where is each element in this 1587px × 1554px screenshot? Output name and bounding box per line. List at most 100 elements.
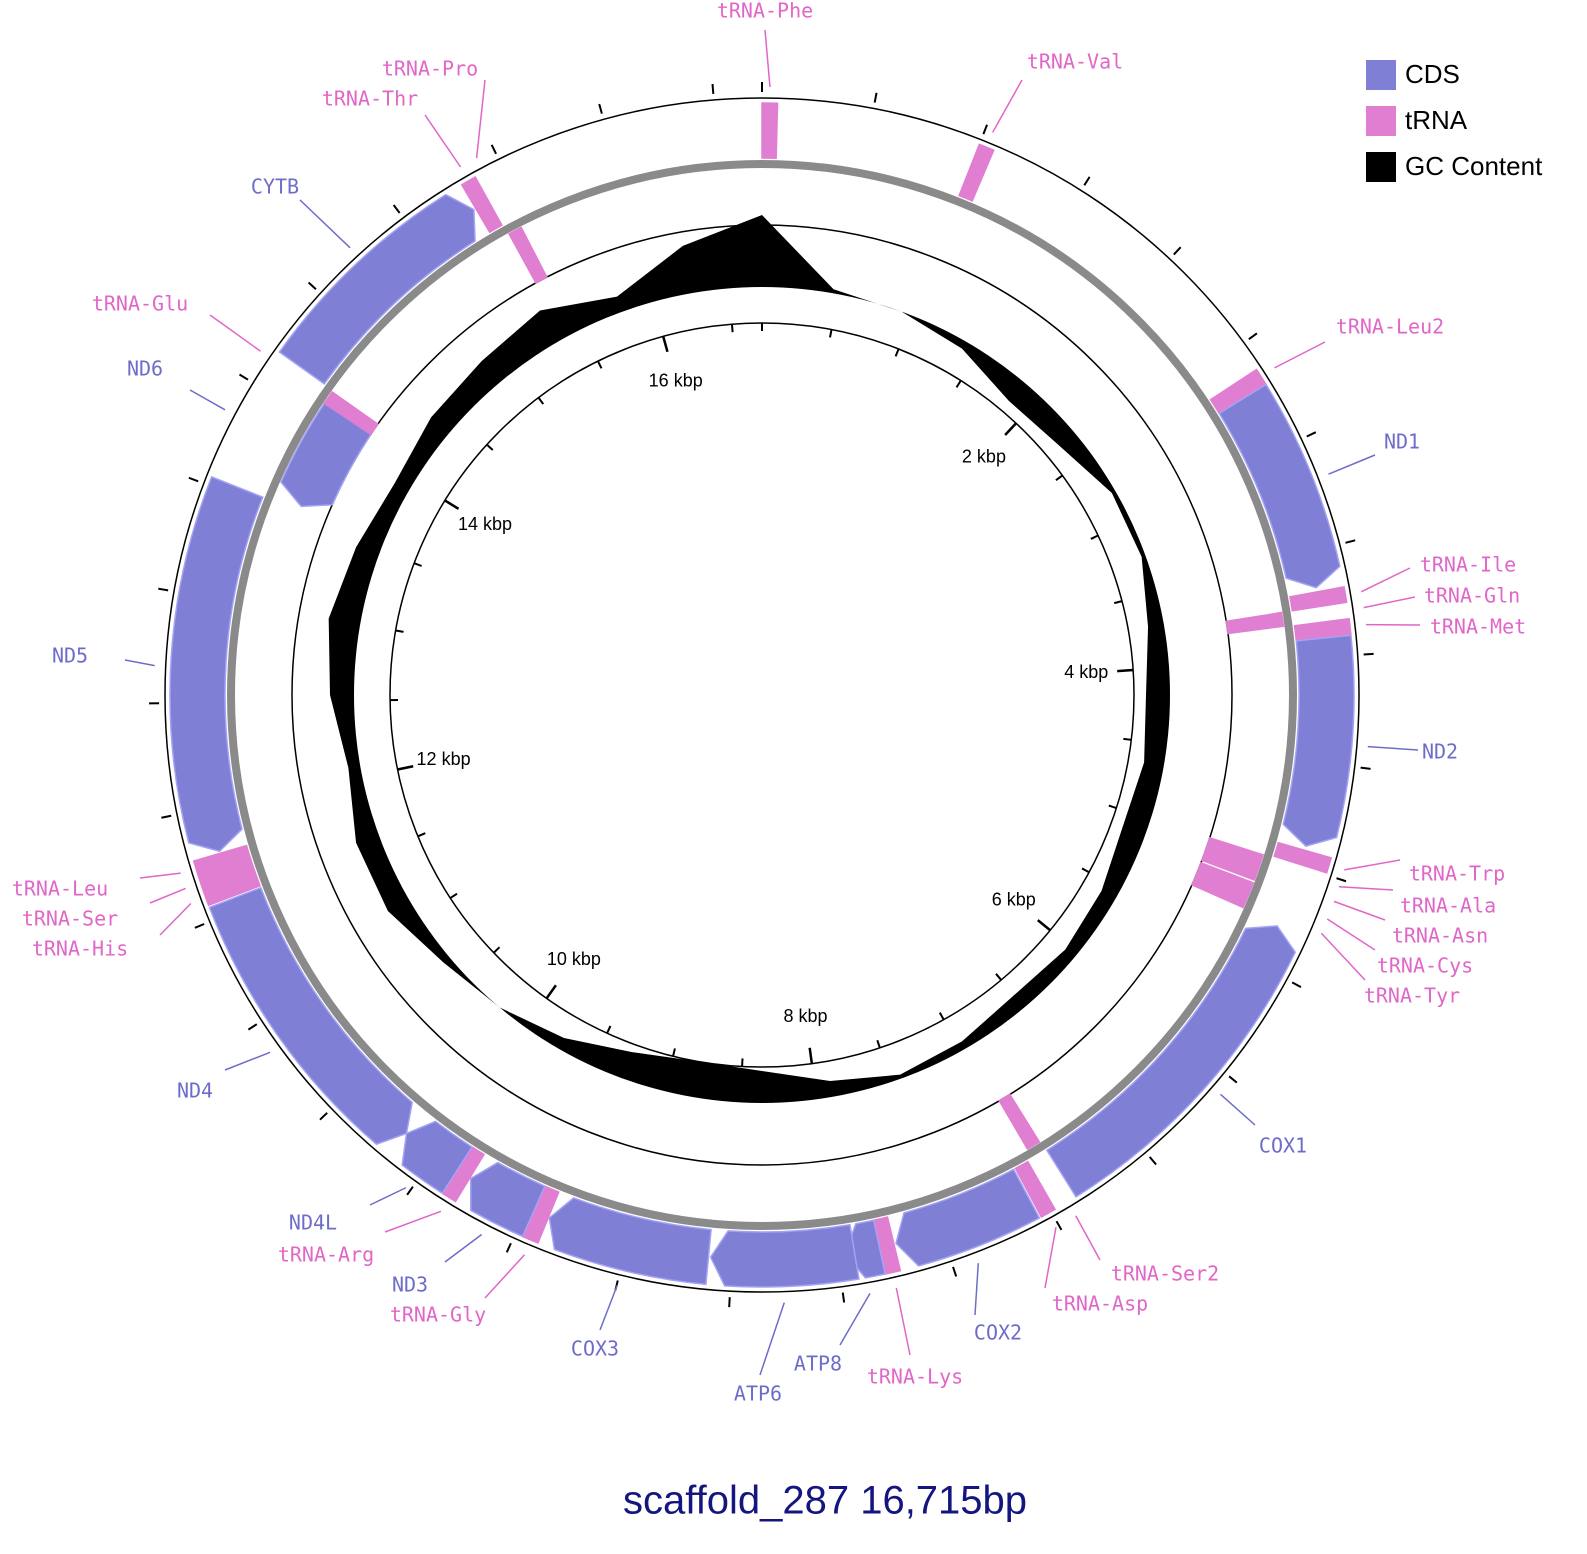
leader-line — [189, 389, 226, 411]
leader-line — [475, 79, 486, 159]
inner-tick — [938, 1012, 945, 1021]
outer-tick — [194, 923, 205, 929]
leader-line — [1219, 1093, 1256, 1126]
feature-label: ND5 — [52, 644, 88, 668]
major-tick — [444, 499, 460, 510]
feature-label: tRNA-Tyr — [1364, 984, 1460, 1008]
leader-line — [1344, 859, 1401, 871]
feature-label: tRNA-Gly — [390, 1303, 486, 1327]
trna-feature — [1200, 847, 1261, 881]
outer-tick — [728, 1297, 731, 1308]
outer-tick — [1248, 332, 1258, 341]
feature-label: COX2 — [974, 1321, 1022, 1345]
trna-feature — [442, 1146, 486, 1203]
outer-tick — [1228, 1075, 1238, 1084]
feature-label: tRNA-Ser — [22, 907, 118, 931]
inner-tick — [1113, 600, 1123, 605]
outer-tick — [406, 1186, 414, 1196]
outer-tick — [952, 1266, 958, 1277]
inner-tick — [449, 892, 458, 899]
feature-label: tRNA-Ala — [1400, 894, 1496, 918]
leader-line — [1333, 900, 1386, 921]
feature-label: tRNA-Phe — [717, 0, 813, 23]
cds-feature — [709, 1223, 860, 1288]
outer-tick — [307, 281, 317, 290]
cds-feature — [1218, 383, 1341, 589]
major-tick — [808, 1047, 814, 1064]
trna-feature — [998, 1093, 1041, 1151]
gc-content — [328, 215, 1170, 1103]
feature-label: tRNA-Trp — [1409, 862, 1505, 886]
inner-tick — [413, 562, 422, 567]
leader-line — [444, 1233, 483, 1263]
ruler-label: 16 kbp — [649, 370, 703, 390]
leader-line — [1274, 341, 1326, 369]
feature-label: ATP6 — [734, 1382, 782, 1406]
leader-line — [895, 1287, 911, 1356]
major-tick — [662, 336, 669, 353]
outer-tick — [1360, 766, 1371, 770]
trna-feature — [1293, 617, 1352, 641]
feature-label: ND4 — [177, 1079, 213, 1103]
ruler-circle — [389, 322, 1135, 1068]
leader-line — [1044, 1227, 1057, 1289]
inner-tick — [995, 973, 1002, 981]
outer-tick — [158, 587, 169, 592]
inner-tick — [1090, 534, 1099, 540]
cds-feature — [278, 193, 476, 385]
trna-feature — [958, 143, 995, 202]
leader-line — [759, 1302, 785, 1376]
feature-label: ATP8 — [794, 1352, 842, 1376]
legend-swatch — [1366, 60, 1396, 90]
leader-line — [764, 29, 771, 88]
feature-label: tRNA-Thr — [322, 87, 418, 111]
feature-label: tRNA-Lys — [867, 1365, 963, 1389]
leader-line — [139, 872, 181, 879]
outer-tick — [188, 476, 199, 483]
feature-label: CYTB — [251, 175, 299, 199]
leader-line — [839, 1292, 871, 1346]
leader-line — [384, 1210, 442, 1233]
outer-tick — [1345, 539, 1356, 544]
outer-tick — [238, 373, 249, 381]
gc-outer-circle — [291, 224, 1233, 1166]
inner-tick — [672, 1048, 676, 1057]
leader-line — [159, 902, 192, 936]
feature-label: tRNA-Gln — [1424, 584, 1520, 608]
trna-feature — [192, 844, 252, 877]
inner-tick — [493, 946, 501, 954]
feature-label: tRNA-Pro — [382, 57, 478, 81]
outer-tick — [1363, 652, 1374, 656]
leader-line — [991, 79, 1023, 133]
inner-tick — [876, 1039, 881, 1049]
inner-tick — [894, 348, 900, 357]
feature-label: ND6 — [127, 357, 163, 381]
ruler-label: 2 kbp — [962, 446, 1006, 466]
inner-tick — [597, 360, 603, 369]
ruler-label: 14 kbp — [458, 514, 512, 534]
outer-circle — [164, 97, 1360, 1293]
ruler-label: 10 kbp — [547, 949, 601, 969]
outer-tick — [598, 103, 603, 114]
outer-tick — [1148, 1156, 1157, 1166]
feature-label: tRNA-Arg — [278, 1243, 374, 1267]
backbone-ring — [227, 160, 1297, 1230]
leader-line — [1338, 886, 1394, 891]
leader-line — [974, 1263, 980, 1316]
outer-tick — [247, 1023, 258, 1031]
legend-label: GC Content — [1405, 151, 1543, 181]
outer-tick — [1173, 246, 1182, 256]
outer-tick — [490, 144, 497, 155]
outer-tick — [711, 83, 715, 95]
feature-label: tRNA-Ser2 — [1111, 1262, 1219, 1286]
leader-line — [369, 1187, 407, 1206]
feature-label: tRNA-His — [32, 937, 128, 961]
trna-feature — [1273, 841, 1333, 874]
trna-feature — [507, 226, 548, 284]
inner-tick — [606, 1025, 612, 1034]
trna-feature — [1225, 611, 1285, 635]
leader-line — [149, 887, 186, 904]
cds-feature — [1282, 634, 1355, 848]
inner-tick — [1055, 474, 1063, 482]
